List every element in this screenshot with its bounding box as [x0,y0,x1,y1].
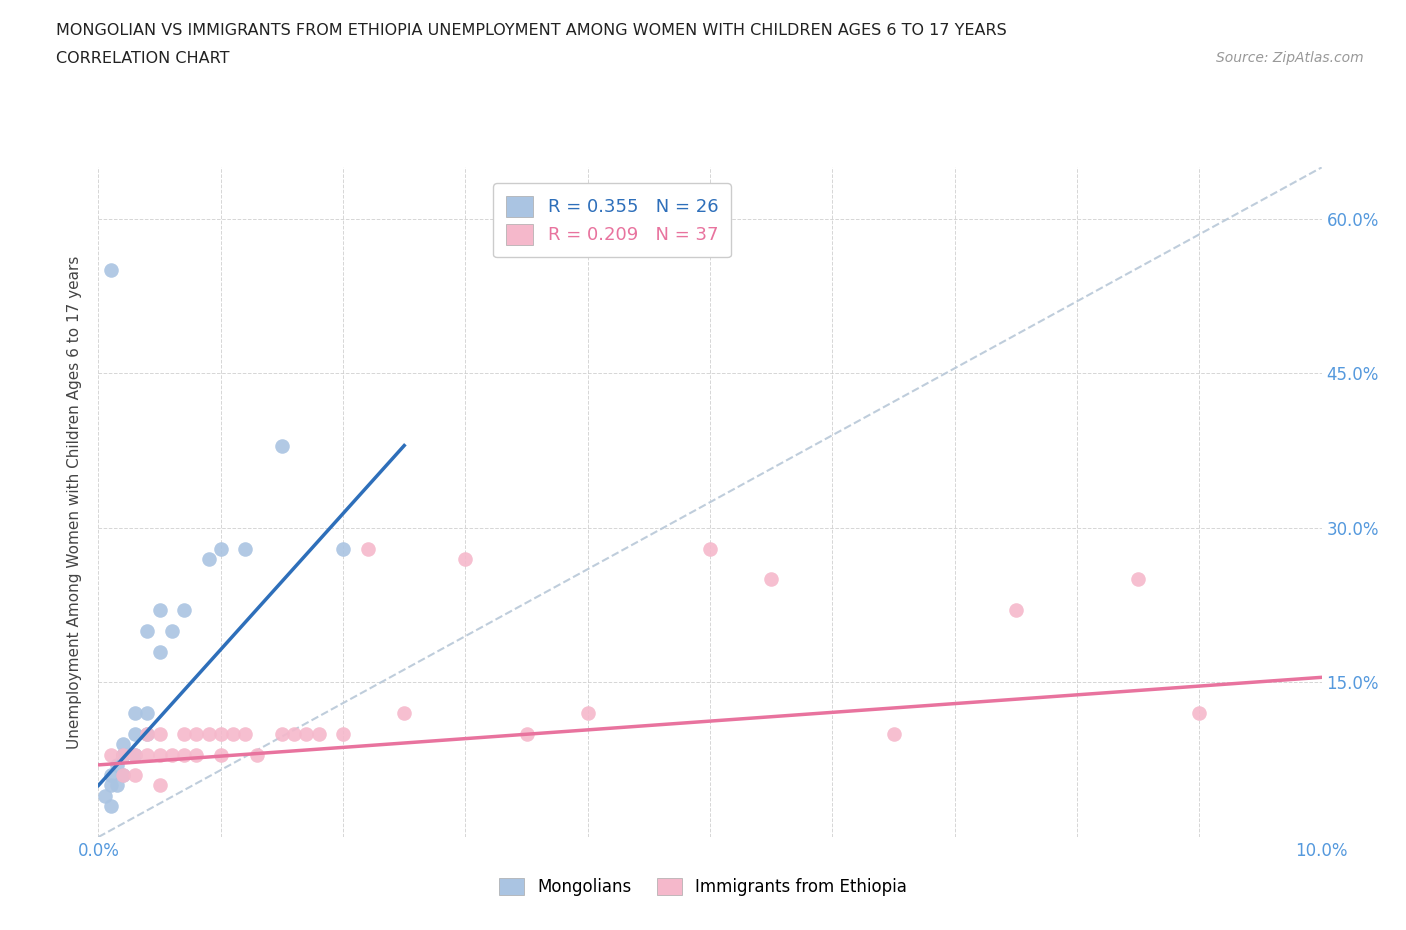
Point [1004,603,1026,618]
Point [883,726,905,741]
Point [136,726,159,741]
Point [100,768,122,783]
Point [100,778,122,793]
Point [356,541,378,556]
Point [759,572,782,587]
Point [111,768,134,783]
Point [149,778,172,793]
Point [283,726,305,741]
Text: Source: ZipAtlas.com: Source: ZipAtlas.com [1216,51,1364,65]
Point [222,726,245,741]
Point [233,541,256,556]
Point [173,603,195,618]
Point [209,726,232,741]
Point [111,747,134,762]
Point [111,747,134,762]
Point [149,644,172,659]
Point [209,541,232,556]
Point [270,726,292,741]
Point [136,747,159,762]
Point [100,263,122,278]
Point [1188,706,1211,721]
Point [454,551,477,566]
Point [173,747,195,762]
Point [576,706,599,721]
Point [111,768,134,783]
Point [197,726,219,741]
Point [392,706,416,721]
Point [124,747,146,762]
Point [124,747,146,762]
Point [160,623,183,638]
Point [295,726,318,741]
Point [105,757,128,772]
Point [93,789,115,804]
Point [100,747,122,762]
Point [246,747,269,762]
Point [233,726,256,741]
Point [186,726,208,741]
Point [516,726,538,741]
Point [124,706,146,721]
Point [111,747,134,762]
Text: MONGOLIAN VS IMMIGRANTS FROM ETHIOPIA UNEMPLOYMENT AMONG WOMEN WITH CHILDREN AGE: MONGOLIAN VS IMMIGRANTS FROM ETHIOPIA UN… [56,23,1007,38]
Point [186,747,208,762]
Point [124,768,146,783]
Point [308,726,330,741]
Point [136,623,159,638]
Legend: R = 0.355   N = 26, R = 0.209   N = 37: R = 0.355 N = 26, R = 0.209 N = 37 [494,183,731,258]
Point [1128,572,1150,587]
Y-axis label: Unemployment Among Women with Children Ages 6 to 17 years: Unemployment Among Women with Children A… [67,256,83,749]
Point [197,551,219,566]
Point [136,726,159,741]
Point [149,747,172,762]
Point [111,737,134,751]
Point [699,541,721,556]
Text: CORRELATION CHART: CORRELATION CHART [56,51,229,66]
Point [100,799,122,814]
Point [124,726,146,741]
Point [209,747,232,762]
Point [332,541,354,556]
Point [173,726,195,741]
Point [149,603,172,618]
Point [270,438,292,453]
Point [149,726,172,741]
Point [332,726,354,741]
Point [105,778,128,793]
Legend: Mongolians, Immigrants from Ethiopia: Mongolians, Immigrants from Ethiopia [492,871,914,903]
Point [136,706,159,721]
Point [160,747,183,762]
